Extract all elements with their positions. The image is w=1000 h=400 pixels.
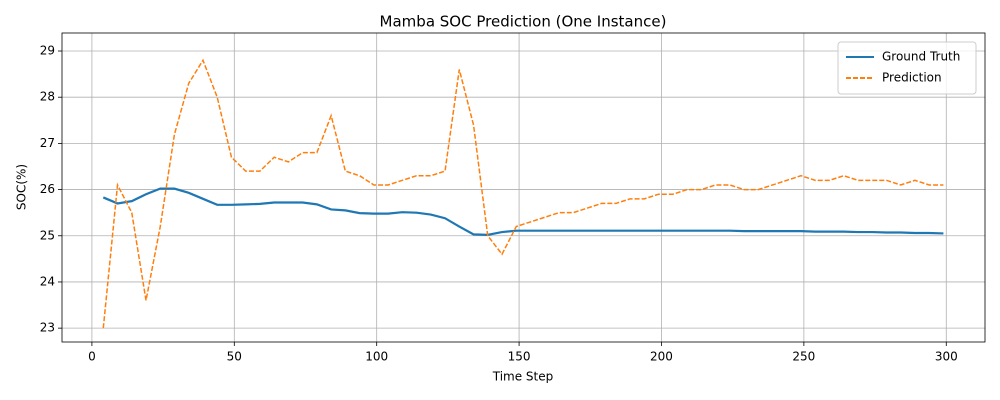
y-tick-label: 27 bbox=[40, 136, 55, 150]
x-tick-label: 300 bbox=[935, 350, 958, 364]
x-tick-label: 200 bbox=[650, 350, 673, 364]
x-tick-label: 150 bbox=[508, 350, 531, 364]
y-axis-label: SOC(%) bbox=[15, 164, 29, 210]
x-axis-label: Time Step bbox=[492, 370, 554, 384]
series-line bbox=[102, 187, 944, 236]
y-tick-label: 23 bbox=[40, 321, 55, 335]
y-tick-label: 24 bbox=[40, 274, 55, 288]
series-line bbox=[102, 58, 944, 329]
x-tick-label: 100 bbox=[365, 350, 388, 364]
legend: Ground Truth Prediction bbox=[837, 41, 977, 95]
y-tick-label: 28 bbox=[40, 90, 55, 104]
x-tick-label: 0 bbox=[88, 350, 96, 364]
legend-label: Ground Truth bbox=[882, 50, 960, 64]
y-tick-label: 26 bbox=[40, 182, 55, 196]
y-tick-label: 29 bbox=[40, 44, 55, 58]
x-tick-label: 250 bbox=[792, 350, 815, 364]
x-tick-label: 50 bbox=[227, 350, 242, 364]
y-tick-label: 25 bbox=[40, 228, 55, 242]
chart-title: Mamba SOC Prediction (One Instance) bbox=[380, 13, 667, 31]
plot-frame bbox=[61, 32, 986, 343]
legend-box bbox=[837, 41, 977, 95]
legend-label: Prediction bbox=[882, 71, 942, 85]
